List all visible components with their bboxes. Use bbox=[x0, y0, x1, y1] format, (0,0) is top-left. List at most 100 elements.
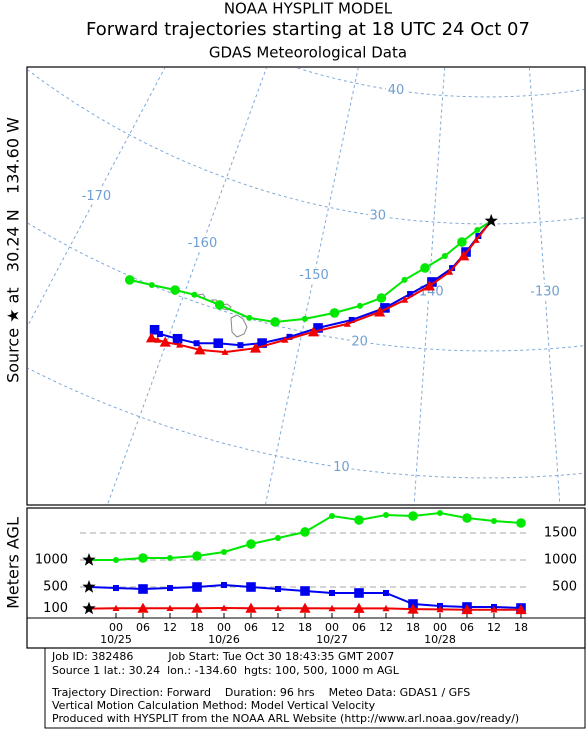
marker bbox=[427, 277, 437, 287]
marker bbox=[159, 336, 171, 347]
marker bbox=[420, 263, 430, 273]
x-tick-label: 18 bbox=[514, 621, 528, 634]
footer-line: Vertical Motion Calculation Method: Mode… bbox=[52, 699, 376, 712]
marker bbox=[214, 300, 225, 310]
marker bbox=[275, 586, 281, 593]
start-star bbox=[82, 580, 96, 593]
map-frame bbox=[26, 66, 586, 506]
marker bbox=[246, 314, 253, 321]
label-bg bbox=[385, 82, 406, 99]
marker bbox=[329, 512, 335, 519]
marker bbox=[145, 332, 158, 343]
marker bbox=[245, 602, 257, 613]
marker bbox=[113, 585, 119, 592]
footer-line: Trajectory Direction: Forward Duration: … bbox=[51, 686, 470, 699]
y-tick-label: 500 bbox=[552, 580, 577, 595]
marker bbox=[301, 315, 308, 322]
label-bg bbox=[349, 333, 370, 350]
marker bbox=[472, 236, 480, 243]
footer-frame bbox=[44, 647, 586, 729]
marker bbox=[257, 338, 267, 348]
islands bbox=[197, 293, 248, 338]
marker bbox=[356, 302, 363, 309]
marker bbox=[423, 280, 435, 291]
marker bbox=[166, 604, 174, 612]
marker bbox=[167, 585, 173, 592]
marker bbox=[458, 250, 470, 261]
marker bbox=[328, 604, 336, 612]
footer-line: Job ID: 382486 Job Start: Tue Oct 30 18:… bbox=[51, 650, 394, 663]
marker bbox=[515, 604, 527, 615]
x-date-label: 10/27 bbox=[316, 633, 348, 646]
marker bbox=[353, 602, 365, 613]
latitude-line bbox=[28, 367, 584, 479]
marker bbox=[221, 348, 229, 355]
marker bbox=[191, 602, 203, 613]
island bbox=[230, 314, 248, 338]
marker bbox=[490, 606, 498, 613]
label-bg bbox=[530, 283, 561, 300]
x-tick-label: 12 bbox=[163, 621, 177, 634]
marker bbox=[354, 515, 364, 525]
marker bbox=[193, 340, 200, 347]
marker bbox=[192, 551, 202, 561]
marker bbox=[383, 512, 389, 519]
y-tick-label: 1500 bbox=[544, 526, 577, 541]
marker bbox=[446, 268, 454, 275]
data-source: GDAS Meteorological Data bbox=[209, 44, 407, 62]
longitude-line bbox=[528, 68, 561, 504]
marker bbox=[516, 518, 526, 528]
marker bbox=[221, 549, 227, 556]
longitude-label: -160 bbox=[188, 236, 218, 251]
marker bbox=[274, 604, 282, 612]
marker bbox=[491, 518, 497, 525]
marker bbox=[246, 539, 256, 549]
map-axis-label: Source ★ at 30.24 N 134.60 W bbox=[4, 117, 23, 383]
x-tick-label: 06 bbox=[352, 621, 366, 634]
x-tick-label: 12 bbox=[487, 621, 501, 634]
subtitle: Forward trajectories starting at 18 UTC … bbox=[86, 19, 530, 40]
marker bbox=[138, 553, 148, 563]
footer-line: Source 1 lat.: 30.24 lon.: -134.60 hgts:… bbox=[52, 664, 400, 677]
marker bbox=[461, 604, 473, 615]
longitude-label: -150 bbox=[299, 268, 329, 283]
longitude-label: -130 bbox=[530, 284, 560, 299]
longitude-line bbox=[28, 68, 166, 327]
x-tick-label: 00 bbox=[433, 621, 447, 634]
marker bbox=[148, 281, 155, 288]
x-tick-label: 06 bbox=[244, 621, 258, 634]
marker bbox=[149, 324, 160, 335]
start-star bbox=[82, 553, 96, 566]
marker bbox=[408, 511, 418, 521]
x-tick-label: 06 bbox=[136, 621, 150, 634]
x-tick-label: 12 bbox=[379, 621, 393, 634]
marker bbox=[170, 285, 180, 295]
marker bbox=[176, 341, 184, 348]
marker bbox=[380, 303, 390, 313]
marker bbox=[462, 513, 472, 523]
x-tick-label: 06 bbox=[460, 621, 474, 634]
label-bg bbox=[331, 459, 352, 476]
marker bbox=[192, 582, 202, 592]
latitude-label: 10 bbox=[333, 460, 350, 475]
marker bbox=[246, 582, 256, 592]
marker bbox=[343, 320, 351, 327]
x-tick-label: 00 bbox=[109, 621, 123, 634]
marker bbox=[172, 333, 183, 344]
marker bbox=[329, 308, 340, 318]
marker bbox=[112, 604, 120, 612]
marker bbox=[401, 276, 408, 283]
latitude-label: 40 bbox=[388, 83, 405, 98]
marker bbox=[113, 557, 119, 564]
marker bbox=[436, 605, 444, 613]
latitude-label: 20 bbox=[351, 334, 368, 349]
x-tick-label: 18 bbox=[190, 621, 204, 634]
marker bbox=[137, 602, 149, 613]
marker bbox=[407, 290, 414, 297]
series-label: 1000 bbox=[35, 553, 68, 568]
marker bbox=[407, 603, 419, 614]
marker bbox=[457, 237, 467, 247]
x-tick-label: 12 bbox=[271, 621, 285, 634]
